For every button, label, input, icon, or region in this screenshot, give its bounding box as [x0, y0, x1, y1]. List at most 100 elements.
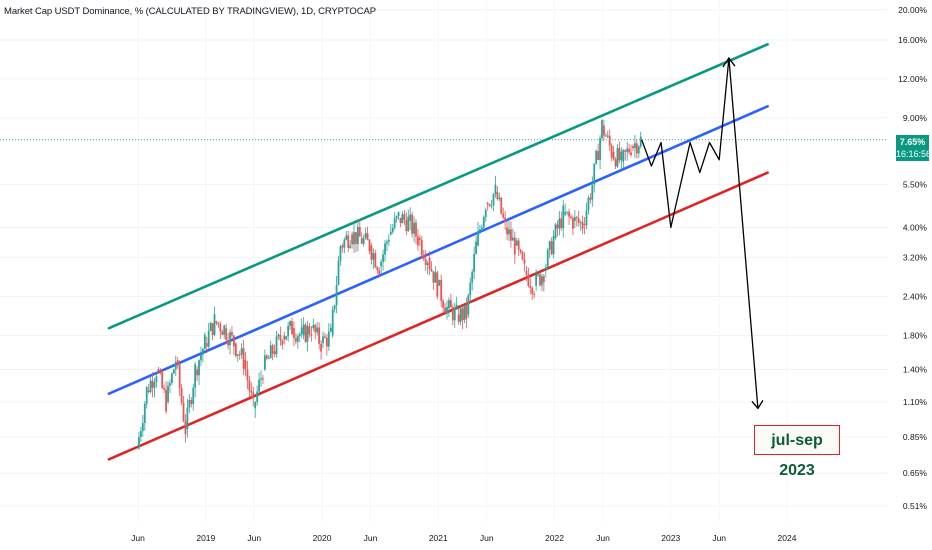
x-tick-label: Jun	[712, 533, 726, 543]
candle-body	[289, 321, 291, 326]
candle-body	[275, 336, 278, 355]
candle-body	[626, 148, 629, 152]
candle-body	[593, 163, 596, 185]
candle-body	[356, 226, 359, 244]
candle-body	[473, 254, 476, 272]
candle-body	[314, 325, 317, 333]
candle-body	[151, 380, 154, 388]
candle-body	[217, 322, 220, 325]
x-tick-label: Jun	[480, 533, 494, 543]
candle-body	[159, 372, 162, 374]
candle-body	[337, 261, 340, 285]
candle-body	[310, 334, 313, 336]
arrowhead-down	[751, 399, 764, 410]
candle-body	[242, 348, 245, 369]
x-tick-label: Jun	[364, 533, 378, 543]
candle-body	[370, 245, 373, 260]
candle-body	[234, 343, 237, 356]
candle-body	[612, 151, 615, 160]
candle-body	[409, 214, 412, 221]
x-tick-label: Jun	[131, 533, 145, 543]
candle-body	[552, 236, 555, 255]
candle-body	[418, 238, 421, 241]
candle-body	[511, 237, 514, 241]
y-tick-label: 1.10%	[903, 397, 928, 407]
candle-body	[382, 254, 384, 262]
candle-body	[469, 282, 472, 296]
candle-body	[343, 239, 346, 248]
candle-body	[630, 152, 632, 156]
candle-body	[449, 300, 452, 308]
candle-body	[312, 325, 315, 329]
candle-body	[529, 285, 532, 288]
annotation-label: jul-sep 2023	[754, 425, 840, 479]
candle-body	[182, 402, 185, 422]
candle-body	[442, 300, 445, 308]
candle-body	[308, 326, 311, 335]
price-axis[interactable]: 20.00% 16.00% 12.00% 9.00% 5.50% 4.00% 3.20% 2.…	[898, 5, 927, 511]
candle-body	[291, 321, 293, 335]
candle-body	[558, 218, 561, 229]
candle-body	[480, 227, 483, 230]
candle-body	[601, 120, 603, 138]
candle-body	[387, 239, 390, 242]
candle-body	[265, 355, 268, 359]
candle-body	[428, 257, 431, 270]
candle-body	[200, 354, 202, 361]
candle-body	[192, 387, 195, 405]
candle-body	[436, 272, 439, 297]
candle-body	[482, 217, 485, 228]
candle-body	[544, 267, 547, 271]
candle-body	[360, 238, 363, 244]
candle-body	[285, 336, 288, 340]
projection-polyline	[641, 57, 759, 409]
candle-body	[347, 235, 350, 248]
candle-body	[374, 253, 377, 268]
candle-body	[614, 159, 617, 167]
candle-body	[322, 336, 324, 344]
candle-series	[138, 119, 642, 450]
y-tick-label: 20.00%	[898, 5, 927, 15]
candle-body	[349, 245, 352, 248]
candle-body	[533, 293, 536, 295]
candle-body	[335, 284, 338, 306]
candle-body	[438, 279, 441, 286]
candle-body	[639, 136, 642, 147]
candle-body	[573, 217, 576, 221]
candle-body	[479, 229, 481, 231]
candle-body	[570, 216, 572, 219]
y-tick-label: 16.00%	[898, 35, 927, 45]
candle-body	[502, 213, 505, 218]
candle-body	[422, 255, 425, 259]
candle-body	[138, 437, 140, 449]
candle-body	[434, 272, 437, 283]
y-tick-label: 2.40%	[903, 292, 928, 302]
candle-body	[169, 383, 171, 386]
candle-body	[300, 327, 303, 335]
candle-body	[358, 226, 361, 237]
candle-body	[459, 308, 462, 322]
candle-body	[141, 423, 144, 431]
channel-line-middle	[107, 104, 769, 396]
candle-body	[324, 336, 326, 338]
candle-body	[279, 334, 282, 341]
candle-body	[386, 241, 388, 244]
candle-body	[355, 232, 357, 244]
time-axis[interactable]: Jun 2019 Jun 2020 Jun 2021 Jun 2022 Jun 2023 Jun 20…	[131, 533, 797, 543]
candle-body	[550, 241, 553, 255]
candle-body	[608, 135, 611, 146]
candle-body	[252, 392, 255, 399]
candle-body	[417, 236, 419, 246]
candle-body	[331, 309, 334, 336]
candle-body	[415, 222, 417, 237]
candle-body	[345, 235, 348, 240]
candle-body	[209, 323, 212, 331]
candle-body	[254, 401, 257, 409]
candle-body	[283, 335, 286, 340]
candle-body	[606, 135, 609, 137]
candle-body	[180, 387, 183, 403]
y-tick-label: 0.85%	[903, 432, 928, 442]
candle-body	[622, 149, 625, 162]
candle-body	[492, 193, 495, 206]
